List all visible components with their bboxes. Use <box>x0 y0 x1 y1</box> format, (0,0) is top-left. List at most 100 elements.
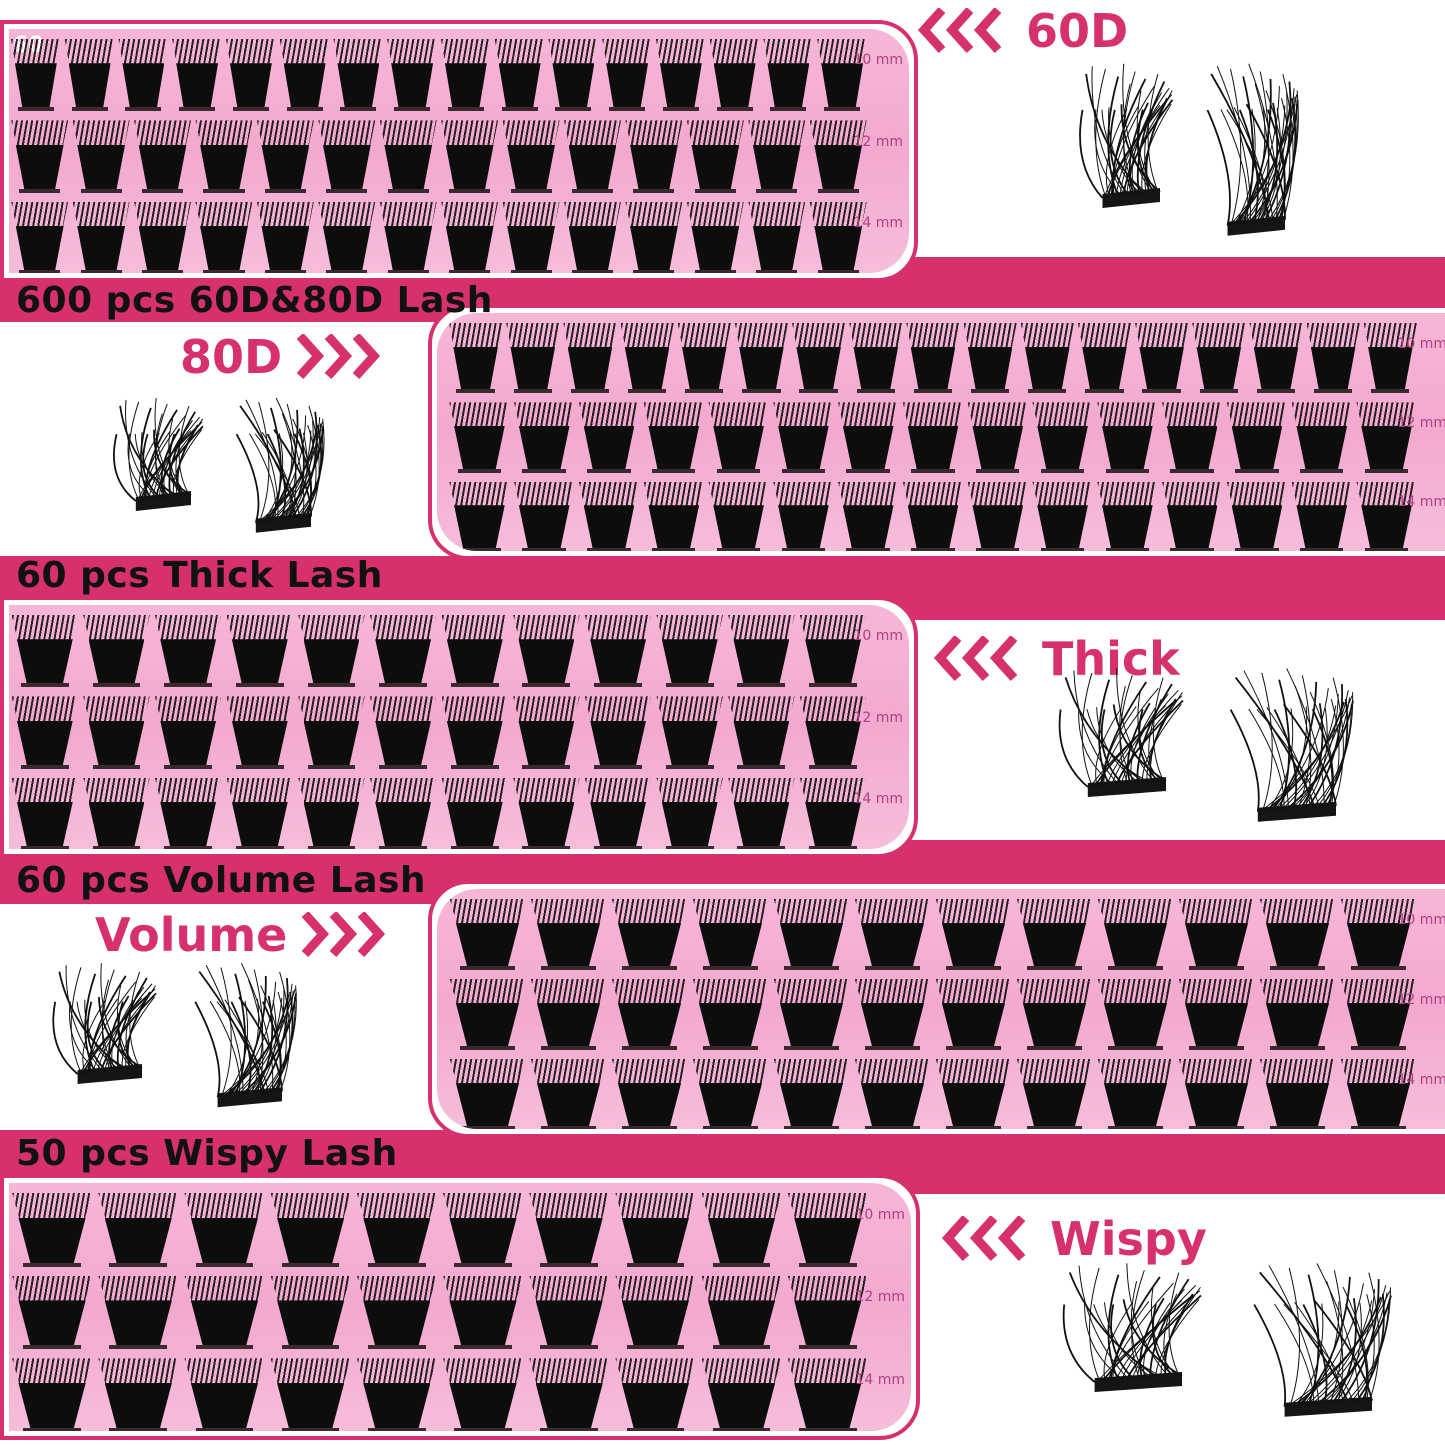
lash-cluster <box>172 39 223 112</box>
lash-cluster <box>318 120 376 193</box>
lash-cluster <box>615 1193 696 1267</box>
lash-row <box>447 476 1419 551</box>
lash-cluster <box>11 120 69 193</box>
lash-cluster <box>449 402 510 473</box>
lash-cluster <box>64 39 115 112</box>
lash-cluster-illustration <box>235 397 325 533</box>
lash-cluster <box>530 899 607 970</box>
lash-cluster <box>763 39 814 112</box>
lash-cluster <box>799 777 867 849</box>
lash-cluster <box>12 1193 93 1267</box>
lash-cluster <box>10 39 61 112</box>
lash-cluster <box>184 1358 265 1431</box>
lash-cluster <box>849 323 903 394</box>
lash-cluster <box>441 615 509 688</box>
lash-cluster <box>356 1193 437 1267</box>
lash-cluster <box>1291 481 1352 551</box>
lash-cluster <box>72 201 130 273</box>
lash-tray-80d: 10 mm 12 mm 14 mm <box>428 304 1445 560</box>
lash-cluster <box>902 402 964 473</box>
lash-cluster <box>686 201 744 273</box>
lash-cluster <box>513 696 580 769</box>
lash-cluster <box>564 120 621 193</box>
lash-cluster <box>449 1059 526 1129</box>
lash-cluster <box>792 323 846 394</box>
length-label: 10 mm <box>853 628 903 645</box>
lash-cluster <box>11 777 79 849</box>
lash-cluster <box>98 1193 179 1267</box>
lash-cluster <box>773 979 850 1050</box>
lash-cluster-illustration <box>113 397 204 511</box>
lash-cluster <box>1340 1059 1417 1129</box>
lash-cluster <box>270 1275 351 1350</box>
lash-cluster <box>448 323 503 394</box>
lash-cluster <box>1178 979 1255 1050</box>
lash-cluster <box>369 696 437 769</box>
heading-80d: 80D <box>180 330 392 384</box>
length-label: 10 mm <box>1397 912 1445 928</box>
lash-cluster <box>728 696 795 769</box>
lash-cluster <box>625 120 683 193</box>
lash-cluster <box>611 899 688 970</box>
lash-row <box>447 317 1419 394</box>
lash-cluster-illustration <box>1079 63 1174 208</box>
lash-cluster <box>701 1193 782 1267</box>
lash-cluster <box>514 402 575 473</box>
lash-cluster <box>298 777 365 849</box>
lash-cluster <box>226 615 294 688</box>
lash-cluster <box>1016 979 1093 1050</box>
lash-cluster <box>1178 1059 1255 1129</box>
lash-cluster <box>83 615 150 688</box>
lash-cluster <box>298 696 365 769</box>
lash-cluster <box>1178 899 1255 970</box>
lash-tray-volume: 10 mm 12 mm 14 mm <box>428 880 1445 1138</box>
lash-cluster-illustration <box>52 963 157 1084</box>
lash-cluster <box>563 323 617 394</box>
lash-cluster <box>935 899 1012 970</box>
lash-cluster <box>134 201 192 273</box>
length-label: 10 mm <box>1397 335 1445 352</box>
lash-cluster <box>1249 323 1303 394</box>
lash-cluster <box>333 39 384 112</box>
lash-cluster <box>1340 899 1417 970</box>
chevrons-left-icon <box>932 636 1028 682</box>
lash-cluster <box>1032 402 1093 473</box>
lash-cluster <box>443 1358 524 1431</box>
chevrons-right-icon <box>301 912 397 958</box>
lash-cluster <box>773 899 850 970</box>
lash-row <box>447 396 1419 473</box>
lash-cluster <box>967 481 1028 551</box>
lash-cluster <box>513 615 580 688</box>
lash-tray-thick: 10 mm 12 mm 14 mm <box>0 596 918 858</box>
lash-cluster <box>225 39 276 112</box>
lash-cluster <box>728 615 795 688</box>
length-label: 14 mm <box>853 791 903 808</box>
section-label-thick: 60 pcs Thick Lash <box>16 555 383 596</box>
heading-wispy: Wispy <box>940 1212 1207 1266</box>
lash-cluster <box>184 1193 265 1267</box>
lash-cluster <box>1077 323 1132 394</box>
lash-cluster <box>578 402 640 473</box>
lash-cluster <box>1291 402 1352 473</box>
lash-cluster <box>1097 481 1158 551</box>
lash-cluster <box>1162 402 1223 473</box>
lash-cluster <box>530 1059 607 1129</box>
lash-cluster <box>963 323 1017 394</box>
lash-cluster <box>195 201 253 273</box>
lash-cluster <box>449 979 526 1050</box>
lash-cluster <box>12 1275 93 1350</box>
lash-cluster <box>643 402 704 473</box>
lash-cluster <box>656 696 723 769</box>
lash-row <box>447 893 1419 970</box>
lash-cluster <box>279 39 330 112</box>
lash-cluster <box>529 1275 610 1350</box>
lash-cluster <box>449 899 526 970</box>
lash-cluster <box>83 777 150 849</box>
heading-text: 60D <box>1026 4 1129 58</box>
heading-volume: Volume <box>95 908 397 962</box>
lash-cluster <box>1097 1059 1174 1129</box>
lash-cluster <box>443 1193 524 1267</box>
lash-cluster <box>1016 899 1093 970</box>
lash-row <box>9 772 869 849</box>
